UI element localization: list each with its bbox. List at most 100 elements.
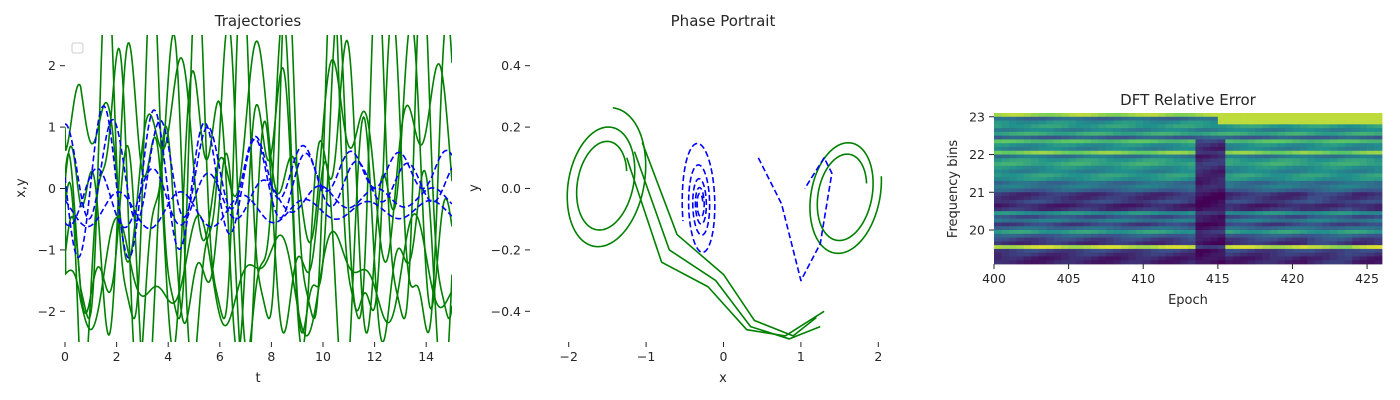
heatmap-cell [1292,180,1301,186]
heatmap-cell [1329,245,1338,250]
heatmap-cell [1314,128,1323,133]
heatmap-cell [1105,158,1114,163]
heatmap-cell [1322,143,1331,148]
heatmap-cell [1367,241,1375,246]
heatmap-cell [1359,245,1368,250]
heatmap-cell [1247,248,1256,254]
heatmap-cell [1098,146,1107,152]
heatmap-cell [1128,207,1137,212]
heatmap-cell [1091,211,1099,216]
heatmap-cell [1031,237,1040,242]
x-tick-label: 14 [418,349,434,364]
heatmap-cell [1329,128,1338,133]
heatmap-cell [1240,188,1249,193]
heatmap-cell [1083,124,1092,129]
heatmap-cell [1128,199,1137,204]
heatmap-cell [1150,188,1159,193]
heatmap-cell [1210,180,1219,186]
heatmap-cell [1292,241,1301,246]
heatmap-cell [1158,120,1167,125]
heatmap-cell [1270,260,1278,265]
heatmap-cell [1023,226,1032,231]
heatmap-cell [1314,154,1323,159]
heatmap-cell [1270,237,1278,242]
heatmap-cell [1091,207,1099,212]
heatmap-cell [1076,230,1084,235]
heatmap-cell [994,226,1002,231]
heatmap-cell [1314,203,1323,208]
heatmap-cell [1270,165,1278,171]
heatmap-cell [1061,192,1070,197]
heatmap-cell [1329,177,1338,182]
heatmap-cell [1016,203,1025,208]
heatmap-cell [1299,211,1308,216]
heatmap-cell [1240,146,1249,152]
heatmap-cell [1359,207,1368,212]
heatmap-cell [1322,248,1331,254]
heatmap-cell [1061,245,1070,250]
heatmap-cell [1120,177,1129,182]
heatmap-cell [1031,252,1040,257]
heatmap-cell [1337,192,1346,197]
heatmap-cell [1262,113,1271,118]
heatmap-cell [1262,241,1271,246]
heatmap-cell [1277,207,1286,212]
heatmap-cell [1285,162,1293,167]
heatmap-cell [1277,188,1286,193]
heatmap-cell [1255,154,1264,159]
heatmap-cell [1329,162,1338,167]
heatmap-cell [1202,177,1211,182]
dft-error-panel: DFT Relative Error 400 405 410 415 420 425 20… [946,91,1383,308]
heatmap-cell [1352,124,1361,129]
heatmap-cell [1165,203,1174,208]
heatmap-cell [1038,150,1047,155]
heatmap-cell [1285,260,1293,265]
heatmap-cell [1053,211,1062,216]
heatmap-cell [1128,131,1137,137]
heatmap-cell [1008,248,1017,254]
heatmap-cell [1150,169,1159,174]
heatmap-cell [994,154,1002,159]
heatmap-cell [1076,158,1084,163]
heatmap-cell [1225,113,1234,118]
heatmap-cell [1255,169,1264,174]
heatmap-cell [1210,237,1219,242]
heatmap-cell [1195,207,1204,212]
heatmap-cell [1337,256,1346,261]
heatmap-cell [1091,146,1099,152]
heatmap-cell [1210,146,1219,152]
trajectory-dashed-line [65,167,452,229]
heatmap-cell [1344,177,1353,182]
heatmap-cell [1322,192,1331,197]
heatmap-cell [1158,192,1167,197]
heatmap-cell [1314,199,1323,204]
heatmap-cell [1061,169,1070,174]
heatmap-cell [1285,116,1293,121]
heatmap-cell [1307,241,1316,246]
heatmap-cell [1143,214,1152,220]
heatmap-cell [1344,188,1353,193]
heatmap-cell [1038,124,1047,129]
heatmap-cell [1016,135,1025,140]
heatmap-cell [1262,192,1271,197]
heatmap-cell [1165,218,1174,223]
heatmap-cell [1232,180,1241,186]
heatmap-cell [1225,139,1234,144]
heatmap-cell [1068,218,1077,223]
heatmap-cell [1150,248,1159,254]
heatmap-cell [1210,184,1219,189]
heatmap-cell [1068,252,1077,257]
heatmap-cell [1068,214,1077,220]
heatmap-cell [1023,233,1032,238]
heatmap-cell [1292,113,1301,118]
heatmap-cell [1120,218,1129,223]
heatmap-cell [1322,162,1331,167]
heatmap-cell [1001,143,1010,148]
heatmap-cell [1299,222,1308,227]
heatmap-cell [1150,154,1159,159]
heatmap-cell [1344,173,1353,178]
heatmap-cell [1322,218,1331,223]
heatmap-cell [1285,158,1293,163]
heatmap-cell [1143,143,1152,148]
heatmap-cell [1188,162,1196,167]
